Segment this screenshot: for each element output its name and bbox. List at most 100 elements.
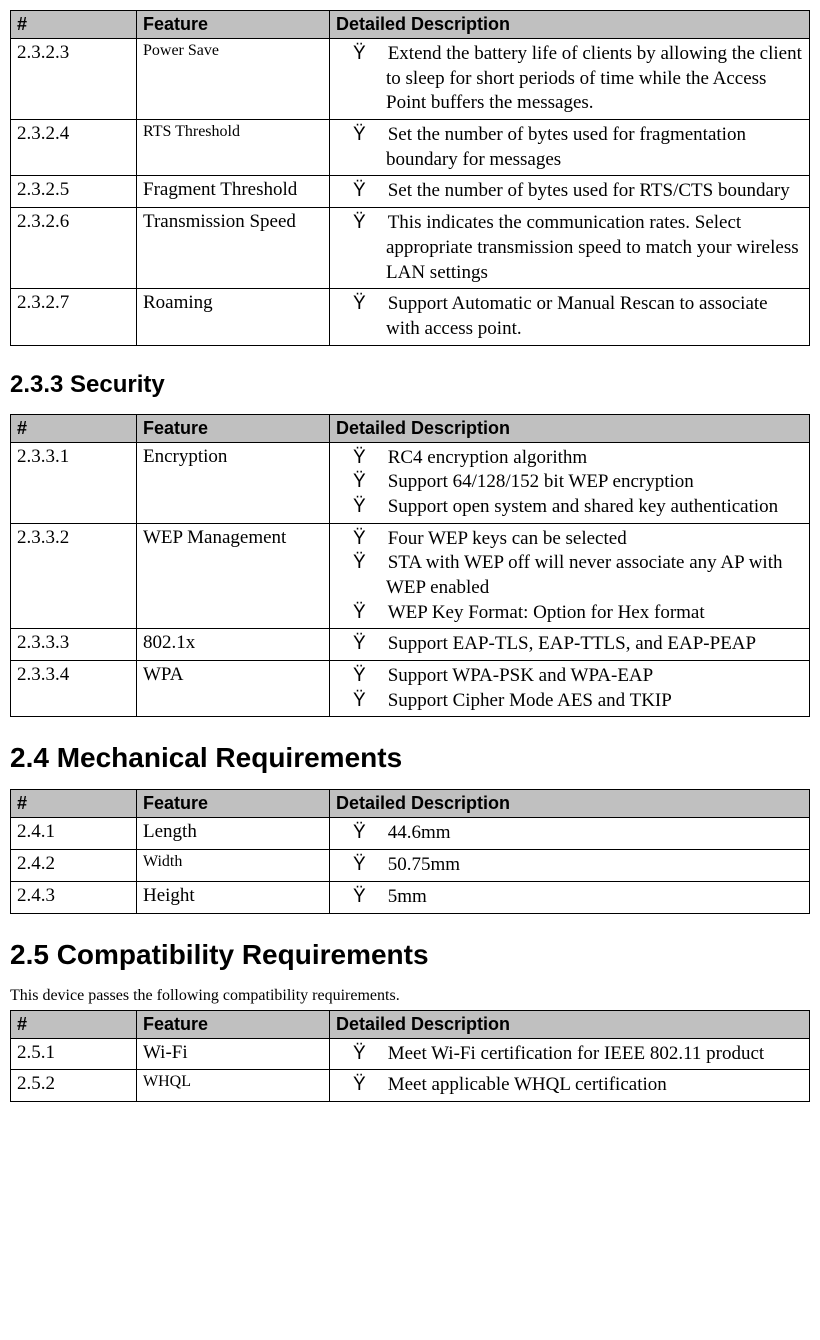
cell-num: 2.3.3.3 <box>11 629 137 661</box>
cell-num: 2.4.1 <box>11 818 137 850</box>
cell-desc: RC4 encryption algorithmSupport 64/128/1… <box>330 442 810 523</box>
list-item: Support EAP-TLS, EAP-TTLS, and EAP-PEAP <box>336 632 803 657</box>
cell-desc: Meet applicable WHQL certification <box>330 1070 810 1102</box>
cell-num: 2.3.2.3 <box>11 39 137 120</box>
cell-feature: Encryption <box>137 442 330 523</box>
cell-feature: Fragment Threshold <box>137 176 330 208</box>
list-item: 50.75mm <box>336 853 803 878</box>
header-feature: Feature <box>137 790 330 818</box>
cell-num: 2.3.2.6 <box>11 208 137 289</box>
table-row: 2.4.1Length44.6mm <box>11 818 810 850</box>
cell-num: 2.4.3 <box>11 881 137 913</box>
cell-feature: Width <box>137 850 330 882</box>
desc-list: 44.6mm <box>336 821 803 846</box>
table-row: 2.4.3Height5mm <box>11 881 810 913</box>
list-item: Set the number of bytes used for fragmen… <box>336 123 803 172</box>
list-item: Four WEP keys can be selected <box>336 527 803 552</box>
list-item: Support WPA-PSK and WPA-EAP <box>336 664 803 689</box>
list-item: STA with WEP off will never associate an… <box>336 551 803 600</box>
list-item: Support 64/128/152 bit WEP encryption <box>336 470 803 495</box>
list-item: 44.6mm <box>336 821 803 846</box>
section-2-3-3-title: 2.3.3 Security <box>10 371 810 399</box>
header-feature: Feature <box>137 414 330 442</box>
list-item: Meet Wi-Fi certification for IEEE 802.11… <box>336 1042 803 1067</box>
cell-feature: Roaming <box>137 289 330 345</box>
list-item: Support Automatic or Manual Rescan to as… <box>336 292 803 341</box>
list-item: 5mm <box>336 885 803 910</box>
list-item: Support open system and shared key authe… <box>336 495 803 520</box>
cell-desc: Support Automatic or Manual Rescan to as… <box>330 289 810 345</box>
section-2-5-title: 2.5 Compatibility Requirements <box>10 939 810 971</box>
cell-feature: Transmission Speed <box>137 208 330 289</box>
cell-num: 2.5.2 <box>11 1070 137 1102</box>
cell-feature: WPA <box>137 661 330 717</box>
header-desc: Detailed Description <box>330 11 810 39</box>
desc-list: Meet Wi-Fi certification for IEEE 802.11… <box>336 1042 803 1067</box>
list-item: Set the number of bytes used for RTS/CTS… <box>336 179 803 204</box>
cell-num: 2.3.2.5 <box>11 176 137 208</box>
table-row: 2.3.2.4RTS ThresholdSet the number of by… <box>11 120 810 176</box>
table-row: 2.5.2WHQLMeet applicable WHQL certificat… <box>11 1070 810 1102</box>
cell-desc: Four WEP keys can be selectedSTA with WE… <box>330 523 810 629</box>
table-2-4: # Feature Detailed Description 2.4.1Leng… <box>10 789 810 913</box>
section-2-5-intro: This device passes the following compati… <box>10 987 810 1005</box>
list-item: WEP Key Format: Option for Hex format <box>336 601 803 626</box>
table-row: 2.3.2.6Transmission SpeedThis indicates … <box>11 208 810 289</box>
cell-feature: Wi-Fi <box>137 1038 330 1070</box>
header-desc: Detailed Description <box>330 790 810 818</box>
desc-list: 5mm <box>336 885 803 910</box>
cell-feature: WHQL <box>137 1070 330 1102</box>
cell-num: 2.3.3.2 <box>11 523 137 629</box>
cell-desc: 44.6mm <box>330 818 810 850</box>
cell-num: 2.3.2.7 <box>11 289 137 345</box>
cell-feature: Power Save <box>137 39 330 120</box>
desc-list: RC4 encryption algorithmSupport 64/128/1… <box>336 446 803 520</box>
table-body-1: 2.3.2.3Power SaveExtend the battery life… <box>11 39 810 346</box>
table-row: 2.3.3.1EncryptionRC4 encryption algorith… <box>11 442 810 523</box>
table-row: 2.3.3.4WPASupport WPA-PSK and WPA-EAPSup… <box>11 661 810 717</box>
table-row: 2.3.2.3Power SaveExtend the battery life… <box>11 39 810 120</box>
desc-list: Extend the battery life of clients by al… <box>336 42 803 116</box>
list-item: Support Cipher Mode AES and TKIP <box>336 689 803 714</box>
list-item: This indicates the communication rates. … <box>336 211 803 285</box>
table-row: 2.4.2Width50.75mm <box>11 850 810 882</box>
table-row: 2.3.3.2WEP ManagementFour WEP keys can b… <box>11 523 810 629</box>
desc-list: Support EAP-TLS, EAP-TTLS, and EAP-PEAP <box>336 632 803 657</box>
table-row: 2.5.1Wi-FiMeet Wi-Fi certification for I… <box>11 1038 810 1070</box>
desc-list: Support Automatic or Manual Rescan to as… <box>336 292 803 341</box>
desc-list: Four WEP keys can be selectedSTA with WE… <box>336 527 803 626</box>
cell-desc: Set the number of bytes used for RTS/CTS… <box>330 176 810 208</box>
desc-list: This indicates the communication rates. … <box>336 211 803 285</box>
section-2-4-title: 2.4 Mechanical Requirements <box>10 742 810 774</box>
table-row: 2.3.2.5Fragment ThresholdSet the number … <box>11 176 810 208</box>
desc-list: 50.75mm <box>336 853 803 878</box>
cell-desc: Support EAP-TLS, EAP-TTLS, and EAP-PEAP <box>330 629 810 661</box>
desc-list: Meet applicable WHQL certification <box>336 1073 803 1098</box>
cell-desc: 5mm <box>330 881 810 913</box>
list-item: Meet applicable WHQL certification <box>336 1073 803 1098</box>
cell-num: 2.5.1 <box>11 1038 137 1070</box>
cell-feature: WEP Management <box>137 523 330 629</box>
table-body-2: 2.3.3.1EncryptionRC4 encryption algorith… <box>11 442 810 717</box>
cell-desc: 50.75mm <box>330 850 810 882</box>
table-body-3: 2.4.1Length44.6mm2.4.2Width50.75mm2.4.3H… <box>11 818 810 913</box>
desc-list: Set the number of bytes used for RTS/CTS… <box>336 179 803 204</box>
table-row: 2.3.3.3802.1xSupport EAP-TLS, EAP-TTLS, … <box>11 629 810 661</box>
cell-num: 2.3.3.1 <box>11 442 137 523</box>
desc-list: Set the number of bytes used for fragmen… <box>336 123 803 172</box>
cell-feature: Height <box>137 881 330 913</box>
cell-desc: Meet Wi-Fi certification for IEEE 802.11… <box>330 1038 810 1070</box>
cell-feature: 802.1x <box>137 629 330 661</box>
cell-desc: This indicates the communication rates. … <box>330 208 810 289</box>
header-desc: Detailed Description <box>330 414 810 442</box>
header-feature: Feature <box>137 1010 330 1038</box>
table-2-5: # Feature Detailed Description 2.5.1Wi-F… <box>10 1010 810 1102</box>
header-num: # <box>11 790 137 818</box>
cell-feature: RTS Threshold <box>137 120 330 176</box>
cell-num: 2.3.2.4 <box>11 120 137 176</box>
header-feature: Feature <box>137 11 330 39</box>
list-item: Extend the battery life of clients by al… <box>336 42 803 116</box>
header-desc: Detailed Description <box>330 1010 810 1038</box>
cell-desc: Set the number of bytes used for fragmen… <box>330 120 810 176</box>
header-num: # <box>11 414 137 442</box>
